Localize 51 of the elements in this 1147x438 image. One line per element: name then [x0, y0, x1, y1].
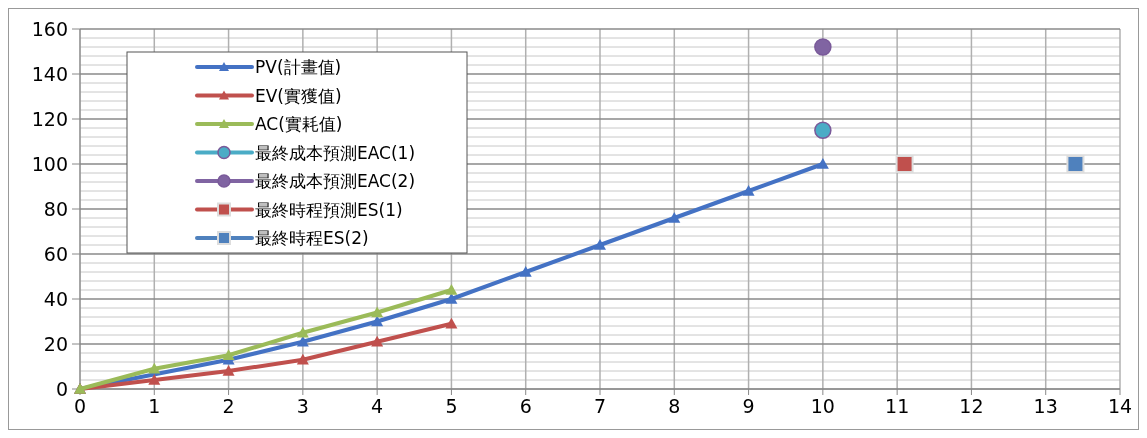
- point: [222, 349, 235, 361]
- point: [222, 365, 235, 376]
- x-tick-label: 8: [668, 395, 681, 417]
- y-tick-label: 60: [43, 243, 68, 265]
- point: [814, 121, 832, 139]
- y-tick-label: 80: [43, 198, 68, 220]
- point: [296, 326, 309, 338]
- point: [445, 293, 458, 304]
- y-tick-label: 0: [55, 378, 68, 400]
- x-tick-label: 7: [593, 395, 607, 417]
- x-tick-label: 0: [73, 395, 87, 417]
- x-tick-label: 10: [810, 395, 835, 417]
- point: [814, 38, 832, 56]
- legend-label: 最終時程ES(2): [255, 228, 369, 248]
- point: [148, 374, 161, 385]
- point: [296, 353, 309, 365]
- x-tick-label: 9: [742, 395, 755, 417]
- point: [445, 317, 458, 329]
- point: [148, 362, 161, 374]
- y-tick-label: 40: [43, 288, 68, 310]
- legend-label: 最終成本預測EAC(1): [255, 142, 416, 163]
- legend-label: AC(實耗值): [255, 114, 343, 134]
- point: [371, 335, 384, 347]
- y-tick-label: 160: [31, 18, 68, 40]
- x-tick-label: 12: [959, 395, 984, 417]
- legend-label: 最終成本預測EAC(2): [255, 171, 416, 191]
- y-tick-label: 140: [31, 63, 68, 85]
- point: [742, 185, 755, 196]
- point: [895, 155, 914, 173]
- point: [1066, 155, 1085, 173]
- y-tick-label: 20: [43, 333, 68, 355]
- x-tick-label: 14: [1107, 395, 1133, 417]
- y-tick-label: 120: [31, 108, 68, 130]
- y-tick-label: 100: [31, 153, 68, 175]
- x-tick-label: 6: [519, 395, 532, 417]
- point: [371, 306, 384, 318]
- x-tick-label: 3: [296, 395, 309, 417]
- point: [519, 266, 532, 277]
- point: [816, 158, 829, 169]
- x-tick-label: 2: [222, 395, 235, 417]
- x-tick-label: 13: [1033, 395, 1058, 417]
- legend-label: 最終時程預測ES(1): [255, 199, 403, 220]
- point: [445, 284, 458, 295]
- legend-label: PV(計畫值): [255, 57, 342, 77]
- point: [594, 239, 606, 250]
- x-tick-label: 11: [885, 395, 910, 417]
- point: [668, 212, 681, 223]
- legend-label: EV(實獲值): [255, 85, 342, 106]
- x-tick-label: 5: [445, 395, 458, 417]
- x-tick-label: 1: [148, 395, 161, 417]
- x-tick-label: 4: [371, 395, 384, 417]
